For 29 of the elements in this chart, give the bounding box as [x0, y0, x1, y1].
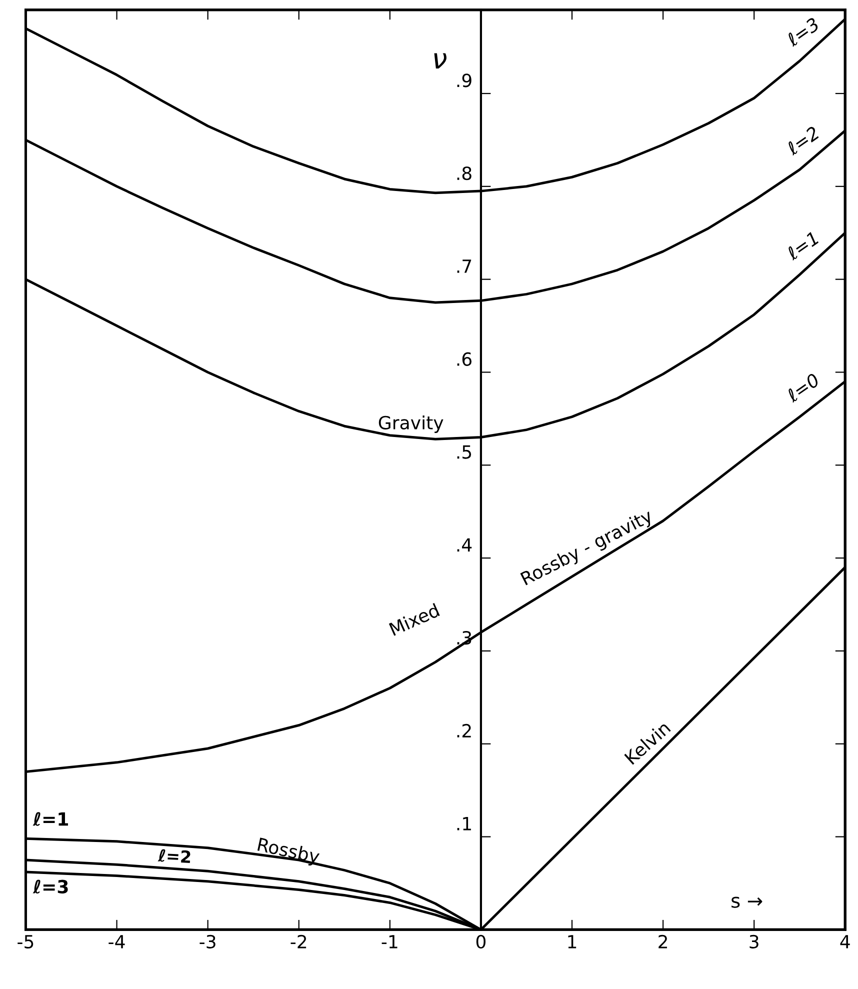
x-tick-label: -2 [290, 934, 306, 948]
text: ℓ=1 [785, 231, 819, 261]
y-tick-label: .9 [457, 74, 472, 88]
y-tick-label: .1 [457, 817, 471, 830]
x-tick-label: 1 [568, 935, 576, 948]
x-axis-title: s → [732, 896, 762, 908]
x-tick-label: 4 [840, 935, 850, 948]
text: ℓ=0 [785, 372, 820, 403]
y-tick-label: .7 [457, 260, 472, 273]
y-tick-label: .5 [457, 445, 472, 459]
x-tick-label: -5 [18, 935, 34, 948]
series-label: ℓ=1 [32, 812, 68, 826]
y-tick-label: .6 [457, 352, 472, 366]
y-tick-label: .2 [457, 724, 471, 738]
y-axis-title: ν [434, 53, 446, 68]
x-tick-label: -1 [382, 935, 398, 948]
x-tick-label: -4 [108, 935, 125, 948]
x-tick-label: -3 [200, 934, 216, 948]
text: ℓ=2 [785, 126, 820, 156]
series-label: ℓ=3 [32, 880, 68, 894]
annotation: Gravity [378, 416, 444, 433]
x-tick-label: 0 [476, 934, 486, 948]
x-tick-label: 3 [750, 934, 758, 948]
text: ℓ=3 [785, 16, 820, 48]
series-label: ℓ=2 [158, 848, 191, 864]
y-tick-label: .8 [457, 166, 472, 180]
annotation: Rossby [256, 837, 320, 868]
y-tick-label: .4 [457, 538, 472, 552]
x-tick-label: 2 [658, 934, 667, 948]
